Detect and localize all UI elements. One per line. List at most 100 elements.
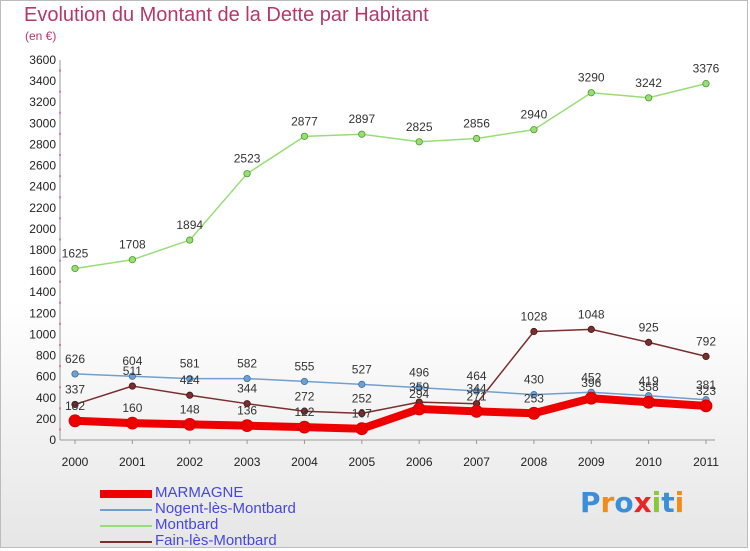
x-tick-label: 2006 [406, 455, 433, 469]
data-label-fain-les-montbard: 424 [180, 373, 200, 387]
y-tick-label: 0 [49, 433, 56, 447]
y-minor-tick [59, 280, 61, 283]
data-label-nogent-les-montbard: 452 [581, 370, 601, 384]
data-label-montbard: 3290 [578, 71, 605, 85]
data-label-fain-les-montbard: 925 [639, 320, 659, 334]
data-point-fain-les-montbard [243, 400, 251, 408]
data-label-montbard: 1625 [62, 246, 89, 260]
y-tick-label: 3000 [29, 116, 56, 130]
data-label-nogent-les-montbard: 496 [409, 366, 429, 380]
legend-label-nogent-les-montbard: Nogent-lès-Montbard [155, 500, 296, 517]
data-point-montbard [243, 170, 251, 178]
y-tick-label: 3600 [29, 53, 56, 67]
y-tick-label: 800 [36, 349, 56, 363]
data-point-nogent-les-montbard [186, 375, 194, 383]
data-label-montbard: 2523 [234, 152, 261, 166]
legend-swatch-marmagne [100, 490, 152, 498]
y-minor-tick [59, 259, 61, 262]
data-point-marmagne [355, 422, 369, 436]
data-point-montbard [71, 264, 79, 273]
data-point-nogent-les-montbard [300, 377, 309, 386]
chart-title: Evolution du Montant de la Dette par Hab… [24, 4, 429, 26]
x-tick-label: 2004 [291, 455, 318, 469]
data-label-montbard: 3376 [693, 62, 720, 76]
data-point-montbard [472, 134, 481, 143]
data-label-nogent-les-montbard: 582 [237, 357, 257, 371]
y-minor-tick [59, 301, 61, 304]
legend-label-fain-les-montbard: Fain-lès-Montbard [155, 532, 277, 549]
data-label-nogent-les-montbard: 381 [696, 378, 716, 392]
data-point-fain-les-montbard [645, 338, 653, 346]
data-label-montbard: 2877 [291, 114, 318, 128]
legend-label-marmagne: MARMAGNE [155, 484, 244, 501]
y-minor-tick [59, 322, 61, 325]
data-point-montbard [645, 94, 653, 102]
data-point-marmagne [298, 420, 311, 434]
data-point-marmagne [527, 406, 541, 420]
y-tick-label: 400 [36, 391, 56, 405]
y-tick-label: 2600 [29, 159, 56, 173]
data-point-nogent-les-montbard [530, 391, 538, 399]
data-point-montbard [300, 132, 309, 140]
data-label-fain-les-montbard: 252 [352, 391, 372, 405]
data-label-nogent-les-montbard: 430 [524, 373, 544, 387]
data-label-nogent-les-montbard: 581 [180, 357, 200, 371]
data-point-marmagne [183, 417, 197, 431]
data-point-marmagne [68, 414, 82, 428]
y-minor-tick [59, 90, 61, 93]
x-tick-label: 2011 [693, 455, 719, 469]
x-tick-label: 2008 [521, 455, 548, 469]
data-point-marmagne [412, 402, 426, 416]
y-tick-label: 1800 [29, 243, 56, 257]
y-minor-tick [59, 154, 61, 156]
y-minor-tick [59, 428, 61, 431]
series-line-fain-les-montbard [74, 328, 707, 415]
data-label-fain-les-montbard: 792 [696, 334, 716, 348]
data-label-marmagne: 396 [581, 376, 601, 390]
data-label-fain-les-montbard: 1048 [578, 307, 605, 321]
data-label-montbard: 1708 [119, 238, 146, 252]
series-line-nogent-les-montbard [74, 373, 707, 401]
data-point-nogent-les-montbard [128, 372, 136, 380]
data-label-nogent-les-montbard: 604 [122, 354, 142, 368]
y-minor-tick [59, 132, 61, 135]
legend-label-montbard: Montbard [155, 516, 219, 533]
data-label-fain-les-montbard: 272 [294, 389, 314, 403]
x-tick-label: 2009 [578, 455, 605, 469]
data-label-nogent-les-montbard: 555 [294, 359, 314, 373]
data-point-marmagne [584, 391, 598, 405]
data-point-fain-les-montbard [702, 352, 710, 360]
legend-swatch-nogent-les-montbard [100, 509, 152, 511]
y-tick-label: 3400 [29, 74, 56, 88]
data-label-fain-les-montbard: 344 [237, 382, 257, 396]
x-tick-label: 2005 [348, 455, 375, 469]
logo-letter: t [661, 486, 675, 519]
y-tick-label: 3200 [29, 95, 56, 109]
data-point-montbard [587, 89, 595, 97]
data-label-montbard: 2856 [463, 117, 490, 131]
data-label-marmagne: 107 [352, 407, 372, 421]
data-point-fain-les-montbard [300, 407, 309, 415]
x-tick-label: 2000 [62, 455, 89, 469]
data-point-montbard [702, 80, 710, 88]
logo-letter: i [674, 486, 685, 519]
data-label-nogent-les-montbard: 419 [639, 374, 659, 388]
data-point-montbard [128, 256, 136, 264]
data-label-marmagne: 122 [294, 405, 314, 419]
logo-letter: r [600, 486, 615, 519]
data-label-fain-les-montbard: 359 [409, 380, 429, 394]
y-minor-tick [59, 111, 61, 114]
data-point-fain-les-montbard [358, 409, 366, 417]
y-tick-label: 200 [36, 412, 56, 426]
y-minor-tick [59, 69, 61, 72]
data-point-nogent-les-montbard [71, 370, 79, 378]
data-point-marmagne [470, 404, 483, 418]
y-tick-label: 2800 [29, 137, 56, 151]
y-tick-label: 2400 [29, 180, 56, 194]
legend-swatch-fain-les-montbard [100, 541, 152, 543]
y-tick-label: 2000 [29, 222, 56, 236]
data-point-fain-les-montbard [186, 391, 194, 399]
data-point-marmagne [125, 416, 139, 430]
data-label-montbard: 1894 [176, 218, 203, 232]
